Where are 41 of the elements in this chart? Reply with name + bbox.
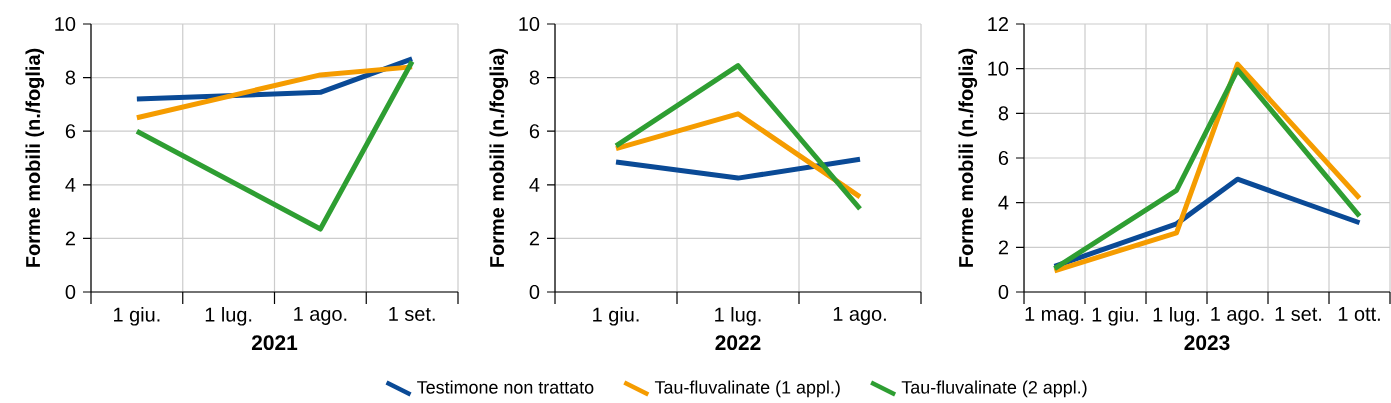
y-tick-label: 0 xyxy=(998,284,1009,300)
y-axis-title: Forme mobili (n./foglia) xyxy=(958,48,978,267)
y-tick-label: 2 xyxy=(998,240,1008,255)
y-tick-label: 12 xyxy=(988,17,1008,31)
x-tick-label: 1 mag. xyxy=(1025,307,1084,325)
y-tick-label: 2 xyxy=(65,231,75,246)
x-axis-title: 2021 xyxy=(251,335,298,351)
x-tick-label: 1 lug. xyxy=(1153,307,1200,326)
y-tick-label: 4 xyxy=(65,177,76,192)
x-tick-label: 1 giu. xyxy=(1092,307,1139,326)
y-tick-label: 6 xyxy=(998,150,1009,166)
y-tick-label: 2 xyxy=(529,231,539,246)
x-axis-title: 2023 xyxy=(1184,335,1230,351)
x-tick-label: 1 giu. xyxy=(114,307,160,326)
y-tick-label: 10 xyxy=(519,16,540,32)
y-axis-title: Forme mobili (n./foglia) xyxy=(25,48,45,267)
y-tick-label: 0 xyxy=(65,284,76,300)
x-tick-label: 1 ott. xyxy=(1338,307,1380,321)
y-tick-label: 4 xyxy=(998,195,1009,210)
legend-label: Tau-fluvalinate (1 appl.) xyxy=(654,380,840,398)
legend-label: Testimone non trattato xyxy=(417,380,594,394)
y-tick-label: 6 xyxy=(65,124,76,139)
y-axis-title: Forme mobili (n./foglia) xyxy=(489,48,509,267)
x-axis-title: 2022 xyxy=(715,335,761,351)
x-tick-label: 1 set. xyxy=(389,307,435,321)
x-tick-label: 1 lug. xyxy=(715,307,761,326)
y-tick-label: 10 xyxy=(55,16,76,32)
x-tick-label: 1 set. xyxy=(1275,307,1322,321)
y-tick-label: 8 xyxy=(65,70,76,85)
x-tick-label: 1 ago. xyxy=(833,307,886,325)
y-tick-label: 8 xyxy=(998,106,1009,121)
x-tick-label: 1 giu. xyxy=(593,307,639,326)
x-tick-label: 1 ago. xyxy=(1211,307,1264,325)
x-tick-label: 1 lug. xyxy=(205,307,252,326)
y-tick-label: 0 xyxy=(529,284,540,300)
y-tick-label: 6 xyxy=(529,124,540,139)
y-tick-label: 4 xyxy=(529,177,540,192)
x-tick-label: 1 ago. xyxy=(294,307,347,325)
y-tick-label: 8 xyxy=(529,70,540,85)
y-tick-label: 10 xyxy=(988,61,1009,76)
legend-label: Tau-fluvalinate (2 appl.) xyxy=(901,380,1087,398)
